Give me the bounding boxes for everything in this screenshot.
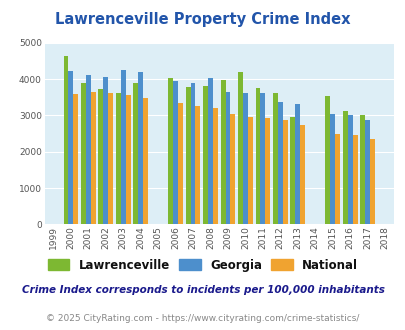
Bar bbox=[237, 72, 242, 224]
Bar bbox=[369, 139, 374, 224]
Bar bbox=[68, 71, 73, 224]
Bar bbox=[230, 114, 235, 224]
Bar bbox=[225, 92, 230, 224]
Bar bbox=[359, 115, 364, 224]
Bar bbox=[143, 98, 148, 224]
Bar bbox=[247, 117, 252, 224]
Bar bbox=[265, 118, 270, 224]
Bar bbox=[91, 91, 96, 224]
Bar bbox=[342, 111, 347, 224]
Bar bbox=[364, 120, 369, 224]
Bar bbox=[277, 102, 282, 224]
Bar bbox=[168, 78, 173, 224]
Bar bbox=[115, 93, 120, 224]
Bar bbox=[178, 103, 183, 224]
Bar bbox=[272, 93, 277, 224]
Bar bbox=[290, 117, 294, 224]
Text: © 2025 CityRating.com - https://www.cityrating.com/crime-statistics/: © 2025 CityRating.com - https://www.city… bbox=[46, 314, 359, 323]
Bar bbox=[294, 104, 300, 224]
Bar bbox=[185, 87, 190, 224]
Bar bbox=[207, 78, 213, 224]
Bar bbox=[173, 81, 178, 224]
Bar bbox=[300, 125, 305, 224]
Bar bbox=[108, 93, 113, 224]
Bar bbox=[255, 88, 260, 224]
Bar bbox=[120, 70, 126, 224]
Bar bbox=[352, 135, 357, 224]
Bar bbox=[324, 96, 329, 224]
Bar bbox=[126, 95, 130, 224]
Bar bbox=[329, 114, 335, 224]
Bar bbox=[282, 120, 287, 224]
Bar bbox=[213, 108, 217, 224]
Bar bbox=[85, 75, 91, 224]
Bar bbox=[138, 72, 143, 224]
Bar bbox=[195, 106, 200, 224]
Bar bbox=[335, 134, 339, 224]
Bar bbox=[220, 80, 225, 224]
Bar bbox=[63, 56, 68, 224]
Bar bbox=[202, 86, 207, 224]
Bar bbox=[133, 83, 138, 224]
Bar bbox=[73, 94, 78, 224]
Bar bbox=[347, 115, 352, 224]
Bar bbox=[190, 83, 195, 224]
Bar bbox=[260, 93, 265, 224]
Text: Crime Index corresponds to incidents per 100,000 inhabitants: Crime Index corresponds to incidents per… bbox=[21, 285, 384, 295]
Bar bbox=[103, 77, 108, 224]
Bar bbox=[98, 89, 103, 224]
Legend: Lawrenceville, Georgia, National: Lawrenceville, Georgia, National bbox=[44, 255, 361, 275]
Bar bbox=[81, 83, 85, 224]
Text: Lawrenceville Property Crime Index: Lawrenceville Property Crime Index bbox=[55, 12, 350, 26]
Bar bbox=[242, 93, 247, 224]
